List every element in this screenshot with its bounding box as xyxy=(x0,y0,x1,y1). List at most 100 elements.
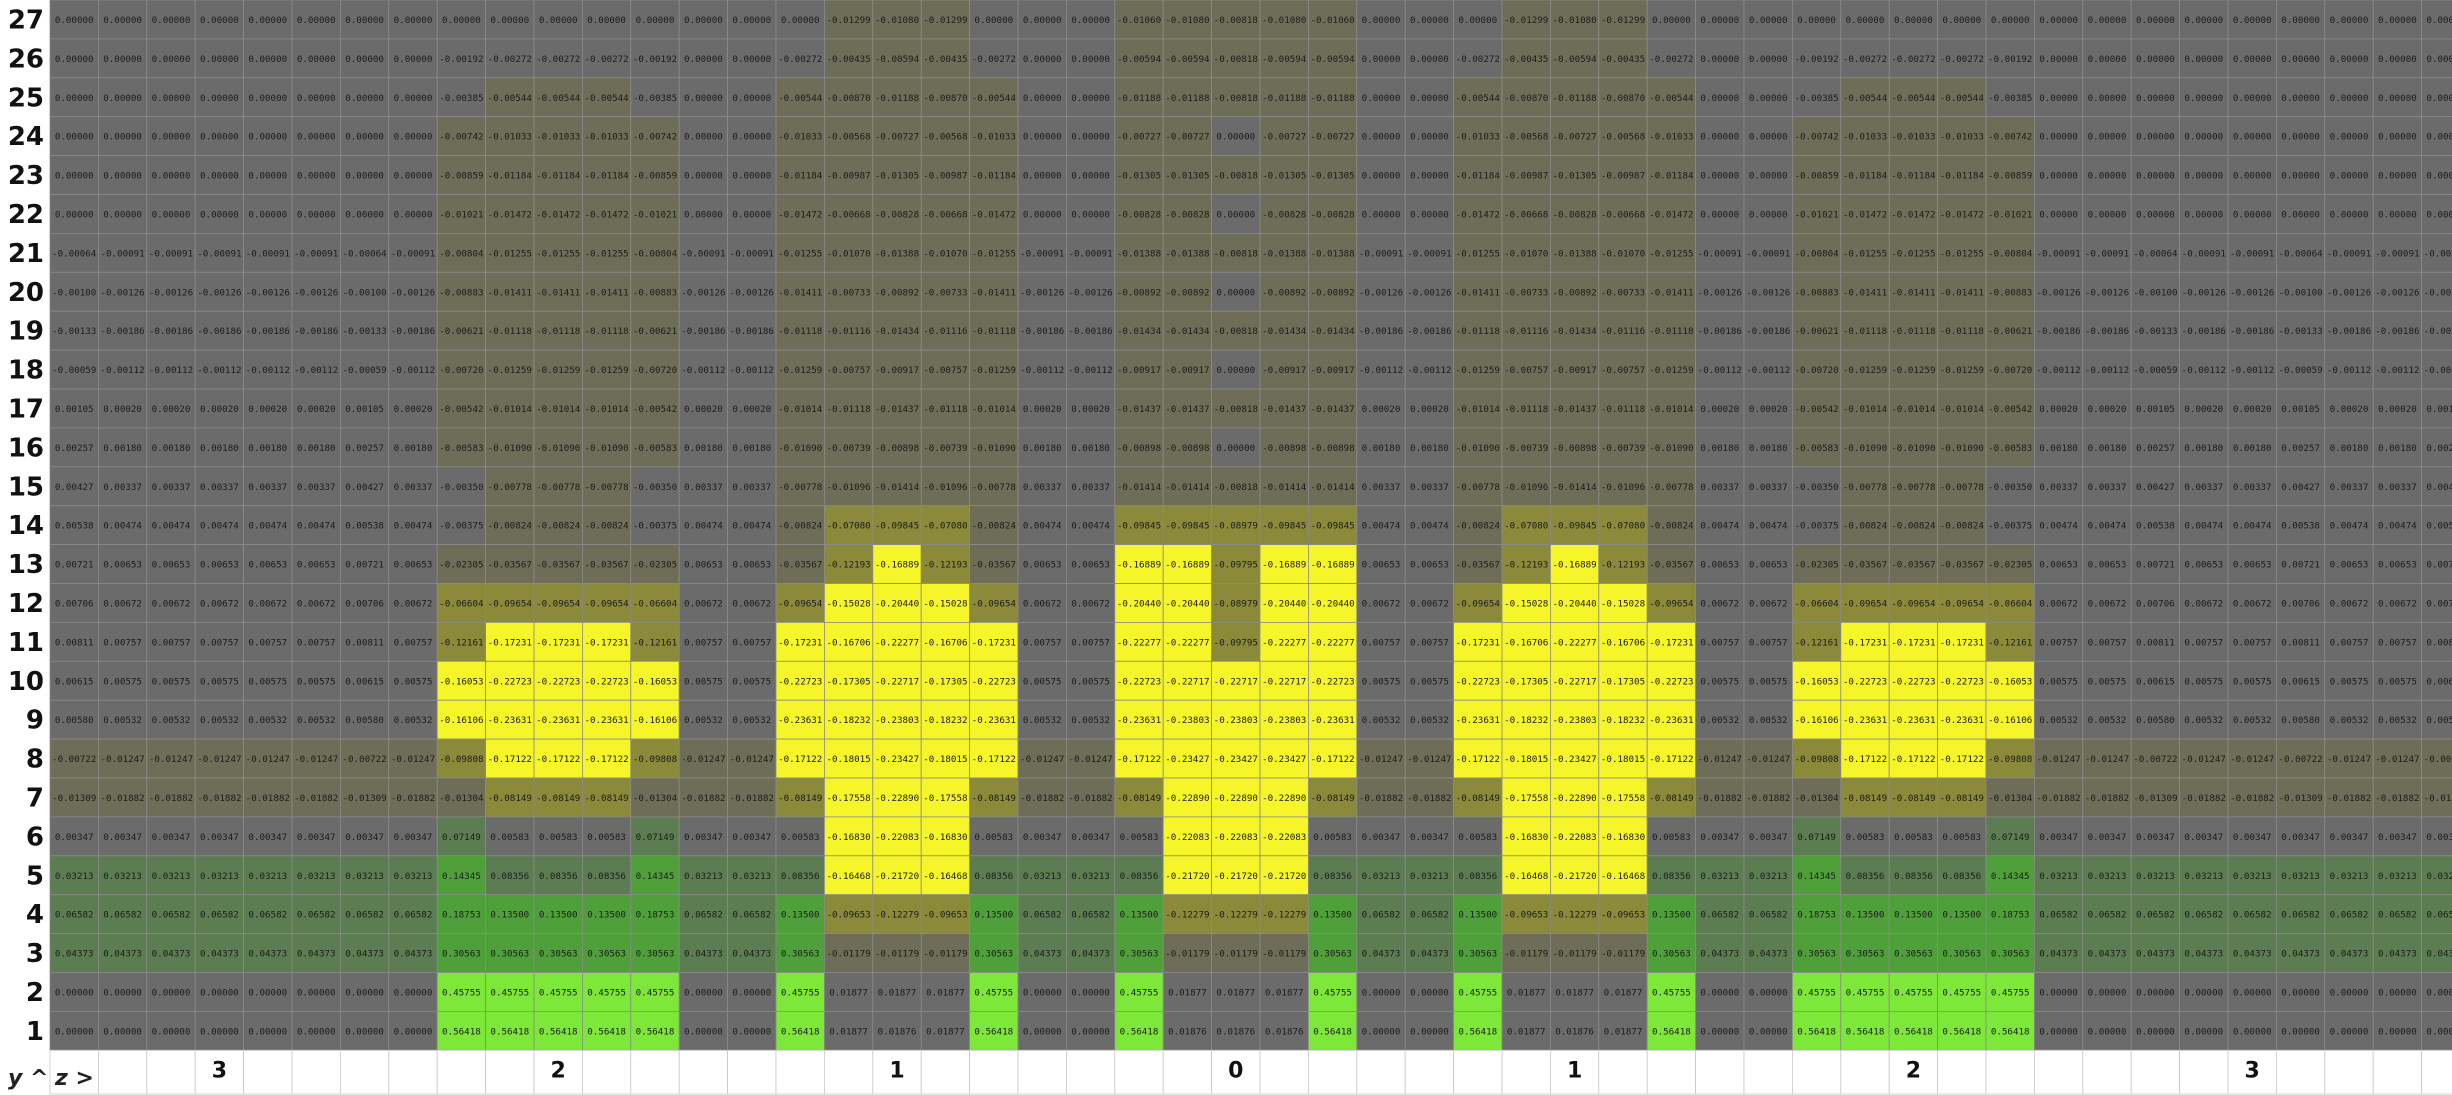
heatmap-cell xyxy=(1453,38,1503,79)
cell-value-label: 0.04373 xyxy=(200,949,239,960)
cell-value-label: 0.00000 xyxy=(200,54,239,65)
heatmap-cell xyxy=(2227,972,2277,1012)
cell-value-label: -0.01882 xyxy=(730,793,774,804)
heatmap-cell xyxy=(2227,194,2277,234)
cell-value-label: 0.04373 xyxy=(2281,949,2320,960)
heatmap-cell xyxy=(533,388,583,429)
heatmap-cell xyxy=(291,155,341,195)
cell-value-label: 0.00000 xyxy=(539,15,578,26)
heatmap-cell xyxy=(1695,38,1745,79)
cell-value-label: -0.03567 xyxy=(972,560,1016,571)
heatmap-cell xyxy=(485,232,535,273)
heatmap-cell xyxy=(1792,544,1842,584)
cell-value-label: -0.00064 xyxy=(2278,248,2323,259)
y-tick-label: 14 xyxy=(8,511,44,541)
cell-value-label: 0.00000 xyxy=(2088,93,2127,104)
cell-value-label: 0.45755 xyxy=(1991,987,2030,998)
heatmap-cell xyxy=(436,777,487,818)
heatmap-cell xyxy=(630,310,680,351)
heatmap-cell xyxy=(98,699,148,740)
cell-value-label: -0.16830 xyxy=(923,832,967,843)
heatmap-cell xyxy=(1211,738,1261,779)
cell-value-label: 0.00474 xyxy=(2184,521,2223,532)
heatmap-cell xyxy=(727,544,777,584)
heatmap-cell xyxy=(1646,622,1696,662)
cell-value-label: 0.00000 xyxy=(2088,987,2127,998)
cell-value-label: -0.00064 xyxy=(2424,248,2452,259)
cell-value-label: -0.08149 xyxy=(1310,793,1354,804)
cell-value-label: -0.01188 xyxy=(1262,93,1306,104)
cell-value-label: 0.00000 xyxy=(200,987,239,998)
cell-value-label: -0.01116 xyxy=(826,326,870,337)
cell-value-label: 0.13500 xyxy=(781,910,820,921)
cell-value-label: -0.01472 xyxy=(1940,209,1984,220)
cell-value-label: 0.00474 xyxy=(732,521,771,532)
heatmap-cell xyxy=(1404,972,1454,1012)
cell-value-label: -0.17231 xyxy=(1843,637,1887,648)
heatmap-cell xyxy=(1308,38,1358,79)
cell-value-label: -0.00064 xyxy=(2133,248,2178,259)
cell-value-label: -0.17231 xyxy=(536,637,580,648)
heatmap-cell xyxy=(1792,310,1842,351)
heatmap-cell xyxy=(2421,232,2452,273)
cell-value-label: 0.00000 xyxy=(297,171,336,182)
cell-value-label: -0.01184 xyxy=(778,171,823,182)
cell-value-label: 0.03213 xyxy=(2088,871,2127,882)
heatmap-cell xyxy=(1985,271,2035,312)
heatmap-cell xyxy=(2421,544,2452,584)
cell-value-label: -0.01259 xyxy=(1843,365,1887,376)
cell-value-label: -0.01437 xyxy=(1262,404,1306,415)
heatmap-cell xyxy=(1937,116,1987,156)
heatmap-cell xyxy=(1937,544,1987,584)
heatmap-cell xyxy=(2082,349,2132,390)
heatmap-cell xyxy=(1743,583,1793,623)
cell-value-label: 0.00000 xyxy=(1410,15,1449,26)
cell-value-label: 0.00575 xyxy=(1362,676,1401,687)
cell-value-label: -0.01096 xyxy=(923,482,967,493)
heatmap-cell xyxy=(339,933,390,973)
cell-value-label: 0.45755 xyxy=(587,987,626,998)
heatmap-cell xyxy=(969,155,1019,195)
heatmap-cell xyxy=(485,155,535,195)
cell-value-label: -0.00126 xyxy=(2327,287,2371,298)
cell-value-label: -0.12193 xyxy=(1601,560,1645,571)
heatmap-cell xyxy=(388,855,438,896)
cell-value-label: -0.01184 xyxy=(584,171,629,182)
heatmap-cell xyxy=(436,583,487,623)
cell-value-label: 0.00180 xyxy=(1023,443,1062,454)
y-tick-label: 9 xyxy=(26,706,44,736)
cell-value-label: 0.00474 xyxy=(1071,521,1110,532)
heatmap-cell xyxy=(1743,972,1793,1012)
cell-value-label: -0.01033 xyxy=(1891,132,1935,143)
heatmap-cell xyxy=(1356,0,1406,40)
cell-value-label: 0.00105 xyxy=(2136,404,2175,415)
cell-value-label: -0.01033 xyxy=(584,132,628,143)
heatmap-cell xyxy=(98,933,148,973)
cell-value-label: 0.13500 xyxy=(587,910,626,921)
cell-value-label: -0.01118 xyxy=(536,326,580,337)
cell-value-label: 0.06582 xyxy=(1023,910,1062,921)
heatmap-cell xyxy=(146,505,196,546)
cell-value-label: -0.00757 xyxy=(1601,365,1645,376)
heatmap-cell xyxy=(2082,699,2132,740)
heatmap-cell xyxy=(1017,777,1067,818)
cell-value-label: -0.00594 xyxy=(875,54,920,65)
cell-value-label: 0.30563 xyxy=(442,949,481,960)
cell-value-label: -0.00720 xyxy=(1988,365,2032,376)
cell-value-label: -0.00544 xyxy=(1843,93,1888,104)
heatmap-cell xyxy=(1017,194,1067,234)
cell-value-label: 0.00427 xyxy=(55,482,94,493)
cell-value-label: 0.03213 xyxy=(732,871,771,882)
cell-value-label: 0.00757 xyxy=(1023,637,1062,648)
cell-value-label: -0.01070 xyxy=(826,248,870,259)
cell-value-label: 0.56418 xyxy=(1313,1026,1352,1037)
cell-value-label: 0.00000 xyxy=(636,15,675,26)
cell-value-label: 0.00020 xyxy=(1700,404,1739,415)
heatmap-cell xyxy=(2275,544,2326,584)
heatmap-cell xyxy=(1937,583,1987,623)
cell-value-label: 0.00000 xyxy=(55,54,94,65)
heatmap-cell xyxy=(1308,155,1358,195)
heatmap-cell xyxy=(969,972,1019,1012)
cell-value-label: 0.00000 xyxy=(732,93,771,104)
cell-value-label: 0.00474 xyxy=(297,521,336,532)
